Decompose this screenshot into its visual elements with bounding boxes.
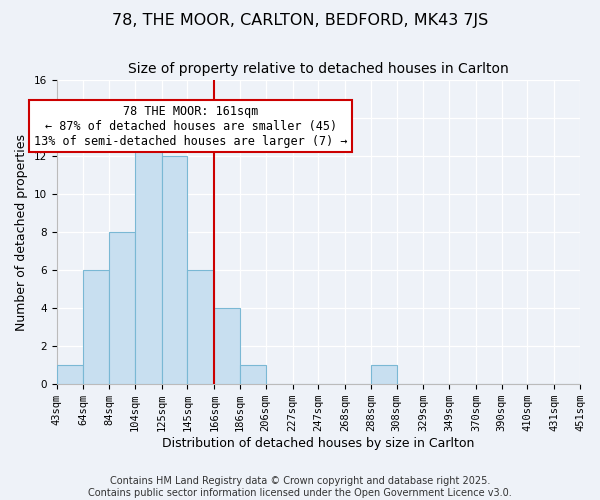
Bar: [187, 270, 214, 384]
Bar: [56, 365, 83, 384]
Bar: [162, 156, 187, 384]
Title: Size of property relative to detached houses in Carlton: Size of property relative to detached ho…: [128, 62, 509, 76]
Text: Contains HM Land Registry data © Crown copyright and database right 2025.
Contai: Contains HM Land Registry data © Crown c…: [88, 476, 512, 498]
Bar: [371, 365, 397, 384]
Text: 78, THE MOOR, CARLTON, BEDFORD, MK43 7JS: 78, THE MOOR, CARLTON, BEDFORD, MK43 7JS: [112, 12, 488, 28]
Bar: [214, 308, 240, 384]
X-axis label: Distribution of detached houses by size in Carlton: Distribution of detached houses by size …: [162, 437, 475, 450]
Bar: [240, 365, 266, 384]
Y-axis label: Number of detached properties: Number of detached properties: [15, 134, 28, 331]
Bar: [135, 138, 162, 384]
Bar: [109, 232, 135, 384]
Text: 78 THE MOOR: 161sqm
← 87% of detached houses are smaller (45)
13% of semi-detach: 78 THE MOOR: 161sqm ← 87% of detached ho…: [34, 104, 347, 148]
Bar: [83, 270, 109, 384]
